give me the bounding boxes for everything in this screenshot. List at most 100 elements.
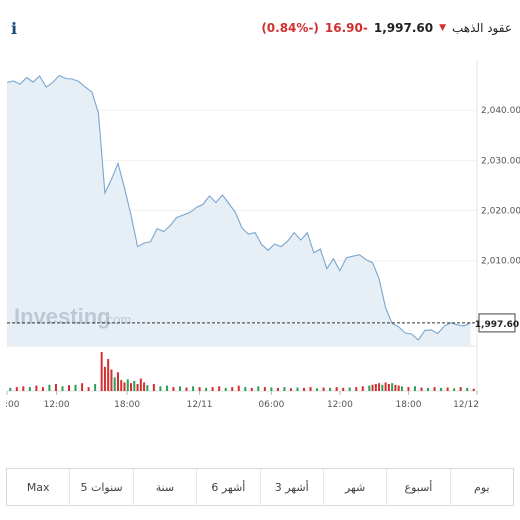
volume-bar [368, 385, 371, 391]
volume-bar [381, 384, 384, 391]
volume-bar [133, 380, 136, 391]
range-button-1m[interactable]: شهر [322, 469, 386, 505]
volume-bar [237, 385, 240, 391]
range-button-5y[interactable]: 5 سنوات [69, 469, 132, 505]
y-tick-label: 2,010.00 [481, 257, 520, 267]
volume-bar [407, 387, 410, 391]
x-tick-label: 06:00 [258, 400, 284, 410]
volume-bar [146, 385, 149, 391]
volume-bar [113, 377, 116, 391]
range-button-1y[interactable]: سنة [132, 469, 196, 505]
quote-summary: عقود الذهب ▼ 1,997.60 -16.90 (-0.84%) [261, 18, 512, 38]
price-line [6, 74, 471, 341]
volume-bar [110, 369, 113, 391]
volume-bar [309, 387, 312, 391]
price-change: -16.90 [324, 21, 368, 35]
volume-bar [459, 387, 462, 391]
x-tick-label: 18:00 [395, 400, 421, 410]
volume-bar [87, 387, 90, 391]
volume-bar [224, 387, 227, 391]
current-price-tag: 1,997.60 [475, 313, 519, 333]
volume-bar [218, 386, 221, 391]
range-button-max[interactable]: Max [26, 480, 50, 494]
volume-bar [116, 372, 119, 391]
quote-header: i عقود الذهب ▼ 1,997.60 -16.90 (-0.84%) [0, 0, 520, 56]
volume-bar [440, 387, 443, 391]
volume-bar [394, 384, 397, 391]
volume-bar [74, 384, 77, 391]
volume-bar [198, 387, 201, 391]
price-chart[interactable]: Investing .com 1,997.60 2,040.00 2,030.00… [0, 56, 520, 426]
current-price-tag-box [478, 313, 516, 333]
chart-svg[interactable]: Investing .com 1,997.60 2,040.00 2,030.00… [0, 56, 520, 426]
range-button-6m[interactable]: 6 أشهر [196, 469, 259, 505]
volume-bar [446, 387, 449, 391]
volume-bar [453, 388, 456, 391]
x-tick-label: 18:00 [114, 400, 140, 410]
volume-bar [94, 383, 97, 391]
y-tick-label: 2,040.00 [481, 106, 520, 116]
watermark-brand: Investing [14, 304, 111, 329]
volume-bar [289, 388, 292, 391]
volume-bar [22, 386, 25, 391]
x-tick-label: :00 [5, 400, 20, 410]
volume-bar [466, 387, 469, 391]
volume-bar [270, 387, 273, 391]
volume-bar [103, 366, 106, 391]
volume-bar [391, 383, 394, 391]
volume-bar [178, 386, 181, 391]
volume-bar [81, 383, 84, 391]
x-tick-label: 12/11 [187, 400, 213, 410]
current-price-label: 1,997.60 [475, 320, 519, 330]
volume-bar [427, 387, 430, 391]
volume-bar [361, 386, 364, 391]
volume-bar [54, 383, 57, 391]
volume-bar [250, 387, 253, 391]
volume-bar [68, 385, 71, 391]
volume-bar [159, 386, 162, 391]
volume-bar [400, 386, 403, 391]
price-change-percent: (-0.84%) [261, 21, 319, 35]
range-button-1w[interactable]: أسبوع [386, 469, 449, 505]
volume-bar [139, 378, 142, 391]
volume-bar [342, 387, 345, 391]
volume-bar [126, 379, 129, 391]
volume-bar [61, 386, 64, 391]
volume-bar [120, 380, 123, 391]
volume-bar [165, 385, 168, 391]
volume-bar [231, 387, 234, 391]
volume-bar [322, 387, 325, 391]
volume-bar [303, 387, 306, 391]
volume-bar [296, 387, 299, 391]
volume-bar [211, 387, 214, 391]
volume-bar [130, 383, 133, 391]
info-icon[interactable]: i [10, 19, 18, 38]
volume-bar [48, 384, 51, 391]
range-button-3m[interactable]: 3 أشهر [259, 469, 323, 505]
volume-bar [185, 387, 188, 391]
range-button-1d[interactable]: يوم [449, 469, 513, 505]
volume-bar [433, 387, 436, 391]
y-axis: 2,040.00 2,030.00 2,020.00 2,010.00 [481, 106, 520, 267]
volume-bar [107, 359, 110, 391]
volume-bar [123, 382, 126, 391]
volume-bar [283, 387, 286, 391]
volume-bar [172, 387, 175, 391]
x-tick-label: 12/12 [453, 400, 479, 410]
volume-bar [41, 387, 44, 391]
x-tick-label: 12:00 [327, 400, 353, 410]
volume-bar [384, 382, 387, 391]
volume-bar [420, 387, 423, 391]
volume-bars [9, 352, 475, 391]
volume-bar [152, 383, 155, 391]
volume-bar [276, 387, 279, 391]
volume-bar [472, 388, 475, 391]
volume-bar [9, 387, 12, 391]
volume-bar [263, 387, 266, 391]
volume-bar [355, 387, 358, 391]
volume-bar [348, 387, 351, 391]
volume-bar [335, 387, 338, 391]
x-tick-label: 12:00 [44, 400, 70, 410]
volume-bar [28, 387, 31, 391]
down-triangle-icon: ▼ [439, 23, 446, 33]
